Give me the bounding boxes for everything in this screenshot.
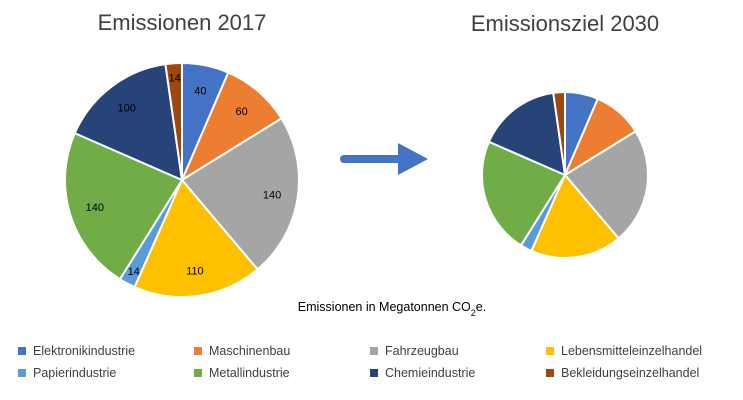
legend-item-elektronikindustrie: Elektronikindustrie <box>18 344 194 358</box>
data-label-fahrzeugbau: 140 <box>263 189 281 201</box>
legend-item-lebensmitteleinzelhandel: Lebensmitteleinzelhandel <box>546 344 736 358</box>
pie-charts: Emissionen 2017 Emissionsziel 2030 40 60 1… <box>64 10 659 318</box>
legend-swatch <box>194 369 202 377</box>
legend-label: Maschinenbau <box>209 344 291 358</box>
legend-swatch <box>546 369 554 377</box>
arrow-icon <box>340 143 428 175</box>
pie-slice-lebensmitteleinzelhandel <box>133 178 259 298</box>
pie-2017: 40 60 140 110 14 140 100 14 <box>64 61 300 298</box>
legend-swatch <box>546 347 554 355</box>
chart-title-2017: Emissionen 2017 <box>98 10 267 35</box>
legend-swatch <box>18 369 26 377</box>
legend-item-papierindustrie: Papierindustrie <box>18 366 194 380</box>
data-label-bekleidungseinzelhandel: 14 <box>169 72 181 84</box>
pie-slice-fahrzeugbau <box>563 129 649 240</box>
data-label-maschinenbau: 60 <box>235 106 247 118</box>
data-label-metallindustrie: 140 <box>86 202 104 214</box>
legend: Elektronikindustrie Maschinenbau Fahrzeu… <box>18 344 738 380</box>
legend-swatch <box>18 347 26 355</box>
unit-note: Emissionen in Megatonnen CO2e. <box>298 300 486 318</box>
legend-item-chemieindustrie: Chemieindustrie <box>370 366 546 380</box>
legend-item-bekleidungseinzelhandel: Bekleidungseinzelhandel <box>546 366 736 380</box>
pie-slice-chemieindustrie <box>73 63 184 182</box>
pie-slice-bekleidungseinzelhandel <box>552 90 566 176</box>
data-label-lebensmitteleinzelhandel: 110 <box>186 265 204 277</box>
pie-slice-chemieindustrie <box>487 91 567 177</box>
legend-item-metallindustrie: Metallindustrie <box>194 366 370 380</box>
legend-swatch <box>370 369 378 377</box>
pie-2030 <box>481 90 649 259</box>
legend-label: Metallindustrie <box>209 366 290 380</box>
legend-label: Elektronikindustrie <box>33 344 136 358</box>
data-label-papierindustrie: 14 <box>128 266 140 278</box>
legend-label: Lebensmitteleinzelhandel <box>561 344 703 358</box>
legend-swatch <box>370 347 378 355</box>
pie-slice-metallindustrie <box>64 131 184 281</box>
data-label-elektronikindustrie: 40 <box>194 86 206 98</box>
legend-item-fahrzeugbau: Fahrzeugbau <box>370 344 546 358</box>
legend-label: Bekleidungseinzelhandel <box>561 366 700 380</box>
data-label-chemieindustrie: 100 <box>118 102 136 114</box>
chart-title-2030: Emissionsziel 2030 <box>471 11 659 36</box>
legend-label: Papierindustrie <box>33 366 117 380</box>
pie-slice-fahrzeugbau <box>180 117 300 271</box>
legend-swatch <box>194 347 202 355</box>
pie-slice-bekleidungseinzelhandel <box>164 61 183 181</box>
legend-label: Fahrzeugbau <box>385 344 459 358</box>
pie-slice-lebensmitteleinzelhandel <box>530 173 620 259</box>
legend-label: Chemieindustrie <box>385 366 476 380</box>
pie-slice-metallindustrie <box>481 140 567 247</box>
legend-item-maschinenbau: Maschinenbau <box>194 344 370 358</box>
